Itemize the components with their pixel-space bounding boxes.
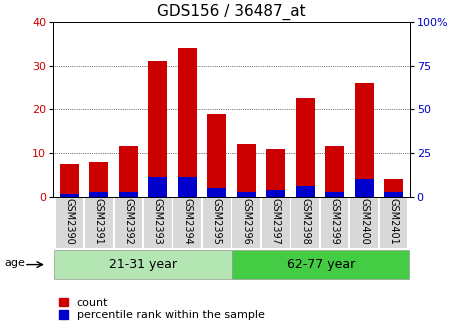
Bar (148, 177, 168, 197)
Bar (237, 144, 256, 197)
Text: GSM2399: GSM2399 (330, 198, 340, 245)
Bar (85, 198, 113, 248)
Text: GSM2397: GSM2397 (271, 198, 281, 245)
Text: GSM2394: GSM2394 (182, 198, 192, 245)
Legend: count, percentile rank within the sample: count, percentile rank within the sample (59, 298, 264, 320)
Text: GSM2390: GSM2390 (64, 198, 75, 245)
Bar (321, 198, 349, 248)
Text: GSM2398: GSM2398 (300, 198, 310, 245)
Bar (60, 194, 79, 197)
Bar (325, 192, 344, 197)
Bar (178, 177, 197, 197)
Bar (207, 114, 226, 197)
Text: 62-77 year: 62-77 year (287, 258, 355, 271)
Text: GSM2391: GSM2391 (94, 198, 104, 245)
Bar (380, 198, 407, 248)
Bar (232, 250, 409, 279)
Text: GSM2400: GSM2400 (359, 198, 369, 245)
Bar (266, 190, 285, 197)
Bar (56, 198, 83, 248)
Title: GDS156 / 36487_at: GDS156 / 36487_at (157, 4, 306, 20)
Bar (144, 198, 172, 248)
Bar (232, 198, 260, 248)
Bar (207, 188, 226, 197)
Bar (89, 162, 108, 197)
Text: GSM2392: GSM2392 (123, 198, 133, 245)
Bar (295, 98, 315, 197)
Text: GSM2395: GSM2395 (212, 198, 222, 245)
Bar (291, 198, 319, 248)
Bar (355, 83, 374, 197)
Bar (266, 149, 285, 197)
Bar (89, 192, 108, 197)
Bar (384, 192, 403, 197)
Bar (325, 146, 344, 197)
Bar (114, 198, 142, 248)
Text: GSM2393: GSM2393 (153, 198, 163, 245)
Bar (178, 48, 197, 197)
Text: age: age (4, 258, 25, 268)
Bar (355, 179, 374, 197)
Bar (148, 61, 168, 197)
Bar (119, 146, 138, 197)
Bar (54, 250, 232, 279)
Bar (60, 164, 79, 197)
Bar (384, 179, 403, 197)
Bar (203, 198, 231, 248)
Text: GSM2396: GSM2396 (241, 198, 251, 245)
Bar (262, 198, 289, 248)
Bar (119, 192, 138, 197)
Text: 21-31 year: 21-31 year (109, 258, 177, 271)
Bar (295, 185, 315, 197)
Bar (174, 198, 201, 248)
Text: GSM2401: GSM2401 (388, 198, 399, 245)
Bar (237, 192, 256, 197)
Bar (350, 198, 378, 248)
